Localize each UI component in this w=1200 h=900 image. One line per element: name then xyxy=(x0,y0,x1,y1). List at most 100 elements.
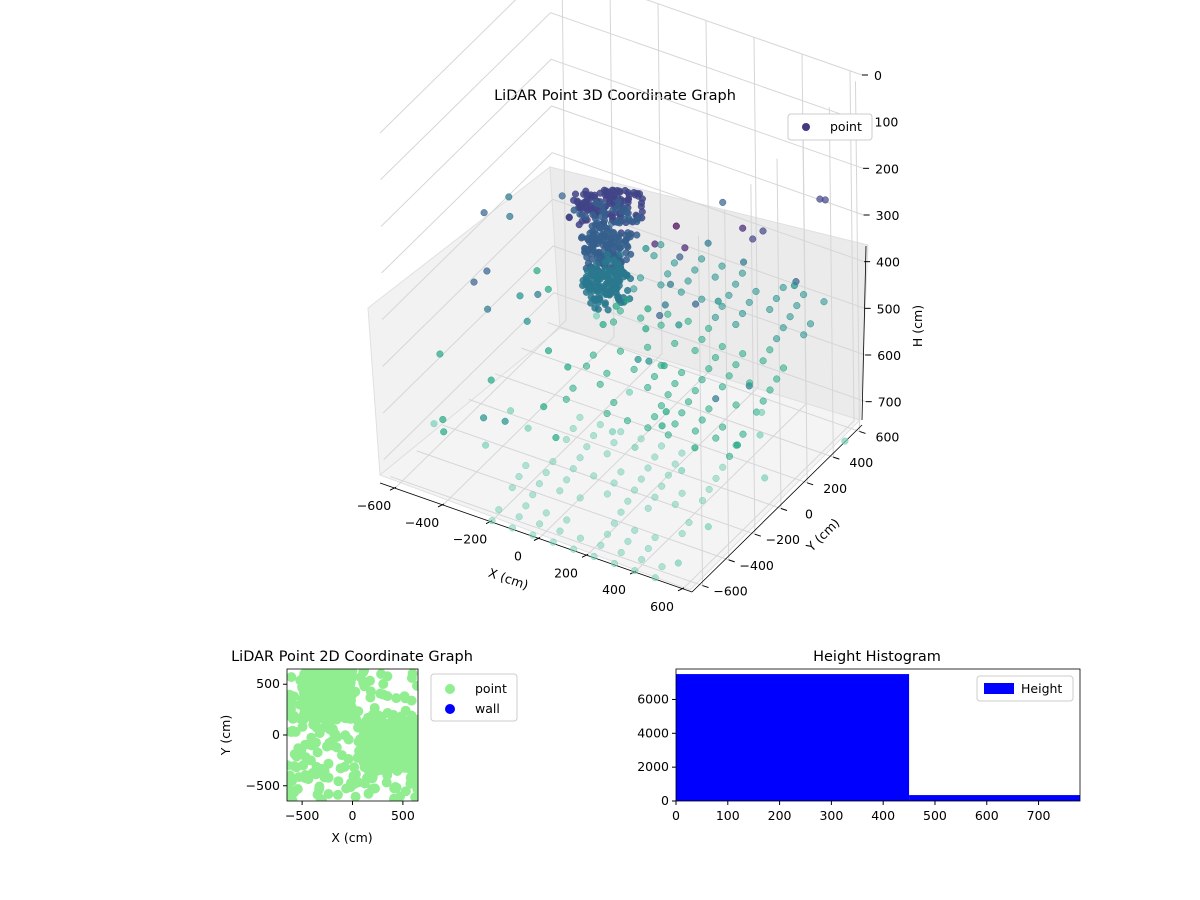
point2d xyxy=(410,792,418,801)
y2d-tick-label: 500 xyxy=(256,676,280,691)
point3d xyxy=(508,484,516,492)
point3d xyxy=(806,320,815,328)
hist-x-tick-label: 100 xyxy=(716,808,740,823)
point2d xyxy=(341,783,352,794)
point3d xyxy=(562,435,570,444)
point3d xyxy=(759,357,767,365)
x-tick-label: −400 xyxy=(405,515,439,530)
point3d xyxy=(501,417,509,425)
point3d xyxy=(544,347,553,355)
point3d xyxy=(590,552,598,560)
point3d xyxy=(569,424,577,433)
point3d xyxy=(671,380,679,388)
point3d xyxy=(623,296,631,304)
point3d xyxy=(604,256,612,264)
point3d xyxy=(600,217,608,225)
point3d xyxy=(439,415,447,424)
point2d xyxy=(338,682,349,693)
point3d xyxy=(678,409,686,417)
point3d xyxy=(658,482,666,490)
point3d xyxy=(719,423,727,431)
point3d xyxy=(651,240,659,248)
x-tick xyxy=(581,553,589,558)
point3d xyxy=(651,533,659,542)
point3d xyxy=(617,508,625,516)
point3d xyxy=(681,244,689,252)
point2d xyxy=(303,774,314,785)
point2d xyxy=(327,707,338,718)
y-tick-label: −200 xyxy=(766,532,800,547)
point3d xyxy=(596,284,604,292)
point3d xyxy=(766,305,774,314)
point3d xyxy=(565,213,573,221)
point3d xyxy=(609,318,618,326)
hist-legend-label: Height xyxy=(1021,681,1062,696)
point3d xyxy=(563,476,571,484)
legend-point2d-label: point xyxy=(475,681,507,696)
point3d xyxy=(698,255,706,263)
grid-z-line xyxy=(379,0,863,134)
point2d xyxy=(362,772,372,783)
point2d xyxy=(326,679,337,690)
point3d xyxy=(657,321,665,329)
grid-x-line xyxy=(587,37,759,555)
point3d xyxy=(671,420,679,428)
x-tick xyxy=(677,587,685,592)
z-tick-label: 200 xyxy=(875,161,899,176)
point3d xyxy=(675,321,683,329)
point3d xyxy=(705,324,713,332)
point3d xyxy=(714,297,722,305)
legend-point2d-marker xyxy=(445,684,455,694)
point3d xyxy=(617,250,625,259)
point3d xyxy=(616,307,624,315)
point3d xyxy=(516,292,524,300)
y-axis-line xyxy=(691,424,863,593)
grid-x-line xyxy=(683,70,855,589)
point3d xyxy=(711,313,719,321)
point3d xyxy=(644,544,652,553)
point3d xyxy=(644,504,652,512)
point3d xyxy=(658,422,666,430)
point2d xyxy=(340,730,351,741)
scatter3d-chart: LiDAR Point 3D Coordinate Graph −600 −400… xyxy=(357,0,925,614)
point3d xyxy=(484,305,492,313)
hist-x-tick-label: 700 xyxy=(1027,808,1051,823)
z-axis-line xyxy=(861,245,867,421)
point3d xyxy=(718,383,726,391)
point3d xyxy=(610,479,618,487)
point3d xyxy=(698,376,706,384)
point3d xyxy=(790,282,798,290)
point2d xyxy=(292,784,303,794)
y-tick-label: 400 xyxy=(849,455,873,470)
point3d xyxy=(506,212,514,220)
point3d xyxy=(644,424,652,432)
grid-z-line xyxy=(381,152,865,321)
point3d xyxy=(749,235,757,243)
point2d xyxy=(411,743,418,754)
scatter2d-chart: LiDAR Point 2D Coordinate Graph −500 0 500… xyxy=(218,649,518,845)
x-tick-label: −200 xyxy=(453,532,487,547)
scatter3d-title: LiDAR Point 3D Coordinate Graph xyxy=(494,88,736,104)
point3d xyxy=(772,294,780,303)
point3d xyxy=(601,300,609,309)
point3d xyxy=(592,249,600,257)
grid-z-line xyxy=(380,58,864,227)
point3d xyxy=(594,276,602,284)
point3d xyxy=(608,428,617,436)
legend-frame xyxy=(787,113,873,141)
hist-x-tick-label: 200 xyxy=(768,808,792,823)
point3d xyxy=(719,463,727,471)
hist-y-tick-label: 4000 xyxy=(637,725,669,740)
point2d xyxy=(401,762,411,773)
point2d xyxy=(314,781,325,792)
point3d xyxy=(622,256,630,264)
point3d xyxy=(624,198,632,206)
point3d xyxy=(705,485,713,493)
point3d xyxy=(664,391,672,399)
hist-legend-swatch xyxy=(984,683,1014,694)
point2d xyxy=(333,776,344,787)
y-tick xyxy=(780,508,788,511)
hist-x-tick-label: 500 xyxy=(923,808,947,823)
hist-x-tick-label: 400 xyxy=(871,808,895,823)
point3d xyxy=(820,298,828,306)
